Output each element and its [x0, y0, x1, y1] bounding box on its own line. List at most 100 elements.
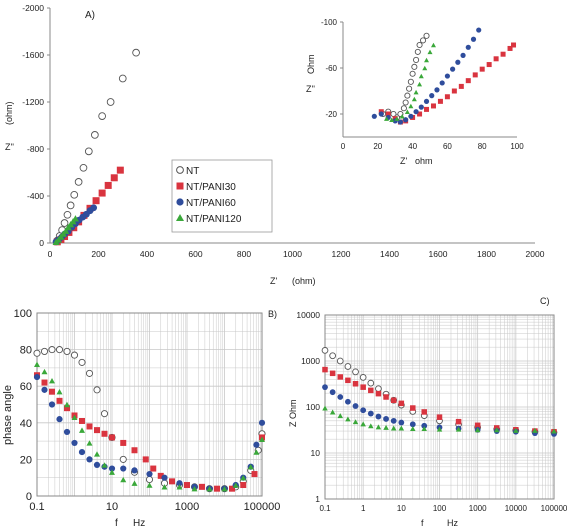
panel-a-x-tick-label: 800 [237, 249, 251, 259]
data-point-nt-pani30 [64, 405, 70, 412]
data-point-nt-pani60 [33, 373, 41, 381]
data-point-nt-pani120 [532, 427, 538, 433]
panel-c-y-label: Z Ohm [288, 399, 298, 427]
panel-a-x-tick-label: 0 [48, 249, 53, 259]
data-point-nt-pani120 [120, 476, 127, 483]
panel-c-x-tick-label: 100 [433, 504, 447, 513]
data-point-nt-pani120 [410, 426, 416, 432]
data-point-nt-pani120 [62, 227, 70, 234]
data-point-nt-pani30 [79, 417, 85, 424]
legend-label-nt-pani60: NT/PANI60 [186, 198, 236, 209]
data-point-nt-pani30 [169, 478, 175, 485]
data-point-nt-pani120 [109, 469, 115, 475]
legend-marker-nt-pani30 [176, 182, 184, 190]
data-point-nt-pani30 [109, 434, 115, 441]
panel-c-x-tick-label: 0.1 [319, 504, 331, 513]
panel-c-y-tick-label: 100 [306, 402, 320, 412]
data-point-nt-pani60 [120, 465, 127, 472]
panel-a-label: A) [85, 10, 95, 21]
data-point-nt-pani120 [413, 89, 419, 95]
data-point-nt-pani60 [345, 398, 351, 405]
data-point-nt-pani60 [450, 66, 456, 72]
data-point-nt [402, 99, 409, 106]
data-point-nt-pani30 [251, 471, 258, 478]
data-point-nt [411, 63, 418, 70]
data-point-nt-pani30 [465, 78, 471, 84]
data-point-nt-pani60 [470, 36, 477, 42]
data-point-nt [367, 379, 375, 387]
data-point-nt [132, 48, 140, 57]
inset-x-tick-label: 20 [373, 142, 382, 151]
inset-y-tick-label: -100 [321, 18, 338, 27]
data-point-nt-pani120 [513, 427, 519, 433]
data-point-nt-pani120 [418, 73, 424, 79]
data-point-nt-pani60 [146, 470, 153, 478]
data-point-nt-pani60 [337, 394, 344, 400]
panel-c-x-tick-label: 1 [361, 504, 366, 513]
data-point-nt-pani60 [360, 407, 367, 414]
legend-marker-nt-pani60 [176, 198, 184, 206]
data-point-nt-pani120 [494, 427, 500, 433]
inset-y-unit: Ohm [306, 54, 316, 74]
data-point-nt [106, 98, 115, 106]
data-point-nt-pani60 [108, 465, 116, 472]
data-point-nt [407, 78, 414, 85]
data-point-nt-pani60 [86, 456, 93, 463]
data-point-nt [359, 374, 367, 381]
panel-b-y-tick-label: 100 [14, 308, 32, 320]
panel-b-y-label: phase angle [2, 385, 14, 445]
panel-c-impedance-chart: C) Z Ohm f Hz 0.1 1 10 100 1000 10000 10000011… [288, 296, 567, 528]
data-point-nt-pani120 [253, 449, 260, 455]
data-point-nt-pani30 [375, 390, 382, 397]
data-point-nt [404, 92, 411, 99]
panel-a-y-tick-label: -800 [27, 144, 44, 154]
data-point-nt-pani30 [493, 56, 499, 62]
inset-x-label: Z' [400, 156, 407, 166]
data-point-nt-pani30 [507, 45, 513, 51]
data-point-nt-pani60 [258, 419, 266, 426]
data-point-nt [70, 351, 79, 359]
data-point-nt-pani30 [110, 174, 118, 182]
data-point-nt-pani30 [120, 439, 127, 446]
data-point-nt-pani60 [390, 417, 397, 424]
panel-a-x-tick-label: 1000 [283, 249, 302, 259]
data-point-nt [91, 131, 99, 139]
data-point-nt-pani120 [259, 436, 265, 442]
legend-item-nt-pani120: NT/PANI120 [176, 214, 242, 225]
panel-a-x-unit: (ohm) [292, 276, 316, 286]
data-point-nt-pani30 [337, 374, 344, 380]
panel-b-label: B) [268, 309, 277, 319]
data-point-nt-pani120 [368, 423, 374, 429]
data-point-nt-pani30 [474, 422, 481, 429]
data-point-nt-pani30 [229, 485, 235, 492]
data-point-nt-pani120 [101, 462, 108, 468]
data-point-nt [413, 56, 420, 64]
data-point-nt [416, 41, 423, 49]
data-point-nt [423, 32, 430, 39]
data-point-nt-pani60 [418, 104, 424, 110]
data-point-nt-pani30 [486, 62, 492, 68]
panel-a-x-tick-label: 1800 [477, 249, 496, 259]
data-point-nt-pani30 [421, 409, 427, 415]
data-point-nt-pani30 [368, 387, 374, 394]
data-point-nt-pani30 [479, 66, 485, 72]
data-point-nt-pani30 [101, 430, 108, 437]
panel-a-x-tick-label: 200 [91, 249, 105, 259]
data-point-nt [118, 74, 127, 83]
data-point-nt-pani120 [424, 57, 430, 63]
data-point-nt-pani30 [430, 103, 436, 109]
data-point-nt-pani30 [352, 381, 359, 387]
data-point-nt-pani120 [322, 405, 328, 411]
data-point-nt-pani120 [41, 368, 48, 375]
data-point-nt-pani60 [429, 93, 435, 99]
data-point-nt-pani30 [199, 483, 205, 490]
panel-b-y-tick-label: 40 [20, 418, 32, 430]
panel-a-x-tick-label: 600 [188, 249, 202, 259]
data-point-nt-pani30 [410, 405, 416, 411]
data-point-nt [344, 363, 352, 370]
data-point-nt-pani60 [371, 113, 377, 119]
data-point-nt-pani120 [56, 388, 63, 395]
data-point-nt-pani30 [390, 397, 397, 404]
data-point-nt-pani30 [444, 94, 450, 100]
data-point-nt [74, 178, 83, 186]
